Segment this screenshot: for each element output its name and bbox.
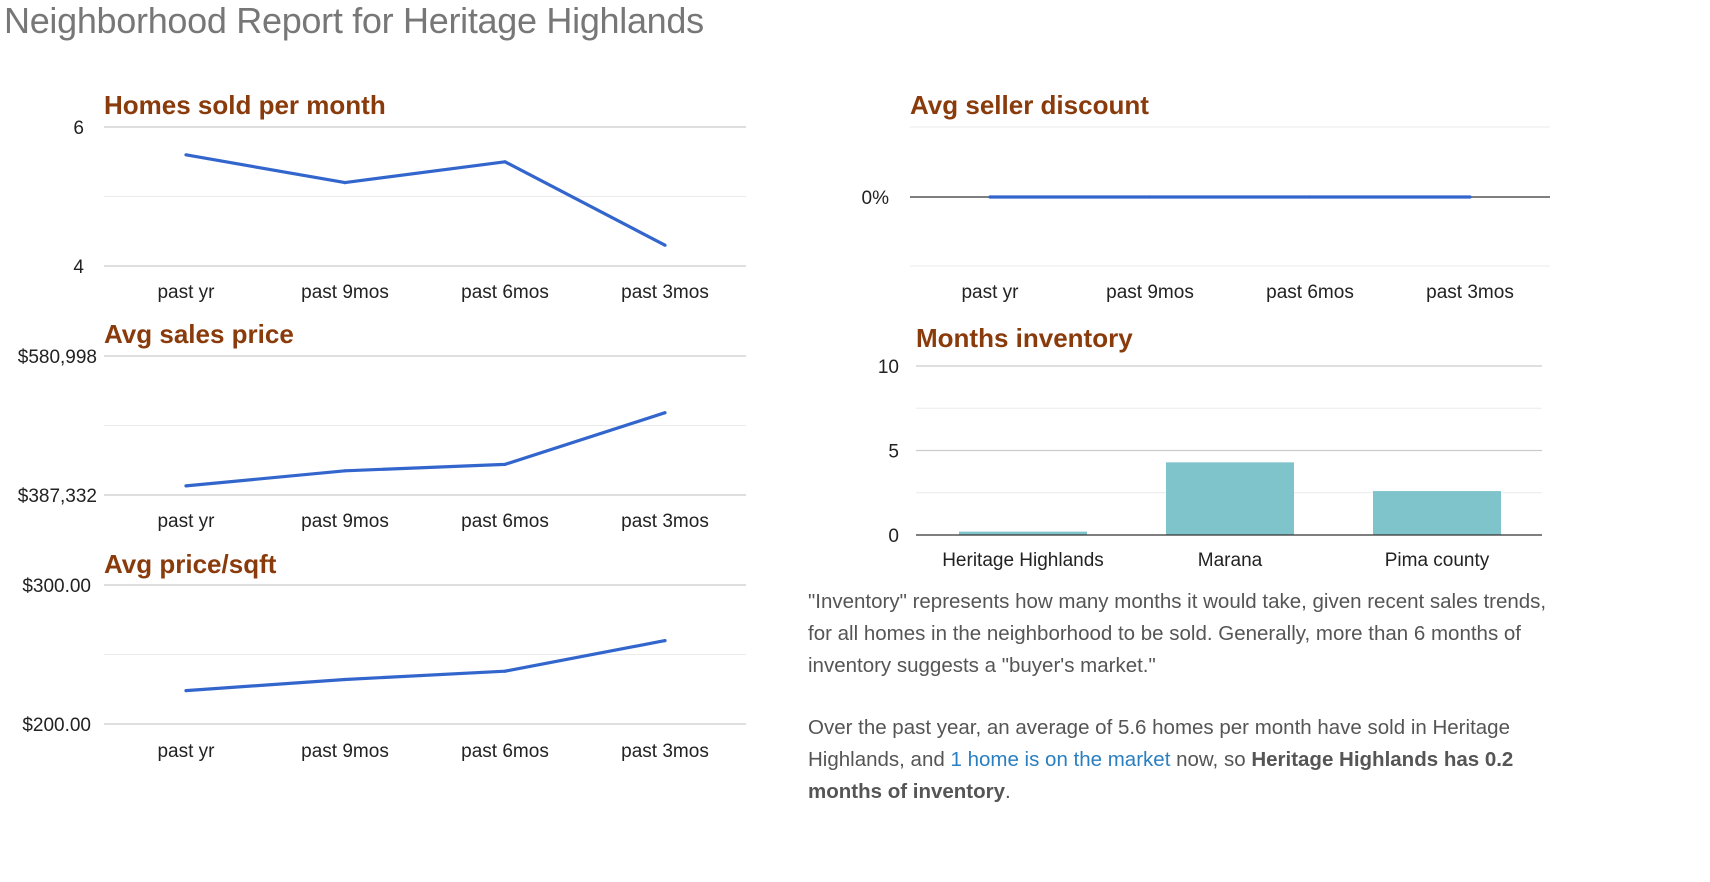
avg-seller-discount-chart: Avg seller discount 0% past yr past 9mos pas…	[0, 0, 1560, 310]
chart-1-xtick: past 3mos	[621, 282, 709, 303]
chart-2-point-past-yr	[184, 484, 188, 488]
inventory-explanation: "Inventory" represents how many months i…	[808, 586, 1568, 838]
avg-price-sqft-chart: Avg price/sqft $300.00 $200.00 past yr past …	[0, 0, 760, 775]
chart-3-ytick: $300.00	[22, 576, 91, 597]
chart-1-point-past-6mos	[503, 160, 507, 164]
chart-2-xtick: past yr	[157, 511, 215, 532]
chart-1-point-past-9mos	[343, 181, 347, 185]
chart-5-bar-marana	[1166, 462, 1294, 535]
chart-5-xtick: Heritage Highlands	[942, 550, 1104, 571]
inventory-summary: Over the past year, an average of 5.6 ho…	[808, 712, 1568, 808]
summary-text-middle: now, so	[1170, 748, 1252, 771]
chart-3-point-past-6mos	[503, 669, 507, 673]
chart-4-xtick: past 6mos	[1266, 282, 1354, 303]
chart-3-xtick: past 3mos	[621, 741, 709, 762]
chart-4-point-past-6mos	[1308, 195, 1312, 199]
chart-4-xtick: past 9mos	[1106, 282, 1194, 303]
chart-3-title: Avg price/sqft	[104, 549, 277, 579]
chart-2-xtick: past 6mos	[461, 511, 549, 532]
inventory-conclusion: Heritage Highlands has 0.2 months of inv…	[808, 748, 1514, 803]
chart-5-title: Months inventory	[916, 323, 1133, 353]
chart-3-xtick: past 9mos	[301, 741, 389, 762]
chart-2-ytick: $387,332	[18, 486, 97, 507]
chart-3-ytick: $200.00	[22, 715, 91, 736]
inventory-definition: "Inventory" represents how many months i…	[808, 590, 1547, 677]
chart-4-point-past-9mos	[1148, 195, 1152, 199]
chart-2-series-line	[185, 411, 666, 488]
chart-4-point-past-3mos	[1468, 195, 1472, 199]
chart-2-point-past-3mos	[663, 411, 667, 415]
chart-4-xtick: past yr	[961, 282, 1019, 303]
chart-4-ytick: 0%	[862, 188, 890, 209]
chart-1-xtick: past 9mos	[301, 282, 389, 303]
chart-1-ytick: 4	[73, 257, 84, 278]
chart-2-title: Avg sales price	[104, 319, 294, 349]
chart-5-xtick: Pima county	[1385, 550, 1490, 571]
chart-1-xtick: past yr	[157, 282, 215, 303]
chart-5-bar-heritage-highlands	[959, 531, 1087, 535]
months-inventory-chart: Months inventory 10 5 0 Heritage Highlands Ma…	[878, 323, 1542, 571]
chart-5-xtick: Marana	[1198, 550, 1263, 571]
chart-3-xtick: past yr	[157, 741, 215, 762]
chart-5-ytick: 0	[888, 526, 899, 547]
chart-2-point-past-6mos	[503, 462, 507, 466]
chart-4-xtick: past 3mos	[1426, 282, 1514, 303]
chart-1-point-past-3mos	[663, 243, 667, 247]
avg-sales-price-chart: Avg sales price $580,998 $387,332 past yr pa…	[0, 0, 760, 545]
page-title: Neighborhood Report for Heritage Highlan…	[4, 0, 704, 41]
summary-text-start: Over the past year, an average of 5.6 ho…	[808, 716, 1510, 771]
chart-4-point-past-yr	[988, 195, 992, 199]
chart-3-point-past-yr	[184, 689, 188, 693]
chart-4-title: Avg seller discount	[910, 90, 1149, 120]
chart-2-ytick: $580,998	[18, 347, 97, 368]
chart-1-series-line	[185, 153, 666, 247]
chart-1-title: Homes sold per month	[104, 90, 386, 120]
chart-3-point-past-3mos	[663, 639, 667, 643]
chart-2-point-past-9mos	[343, 469, 347, 473]
chart-5-bar-pima-county	[1373, 491, 1501, 535]
chart-3-point-past-9mos	[343, 677, 347, 682]
chart-5-ytick: 5	[888, 442, 899, 463]
chart-3-xtick: past 6mos	[461, 741, 549, 762]
listings-link[interactable]: 1 home is on the market	[950, 748, 1171, 771]
chart-5-ytick: 10	[878, 357, 899, 378]
chart-2-xtick: past 9mos	[301, 511, 389, 532]
summary-text-end: .	[1005, 780, 1011, 803]
chart-1-ytick: 6	[73, 118, 84, 139]
chart-2-xtick: past 3mos	[621, 511, 709, 532]
homes-sold-chart: Homes sold per month 6 4 past yr past 9mos pa…	[0, 0, 760, 310]
chart-1-xtick: past 6mos	[461, 282, 549, 303]
chart-1-point-past-yr	[184, 153, 188, 157]
chart-3-series-line	[185, 639, 666, 693]
